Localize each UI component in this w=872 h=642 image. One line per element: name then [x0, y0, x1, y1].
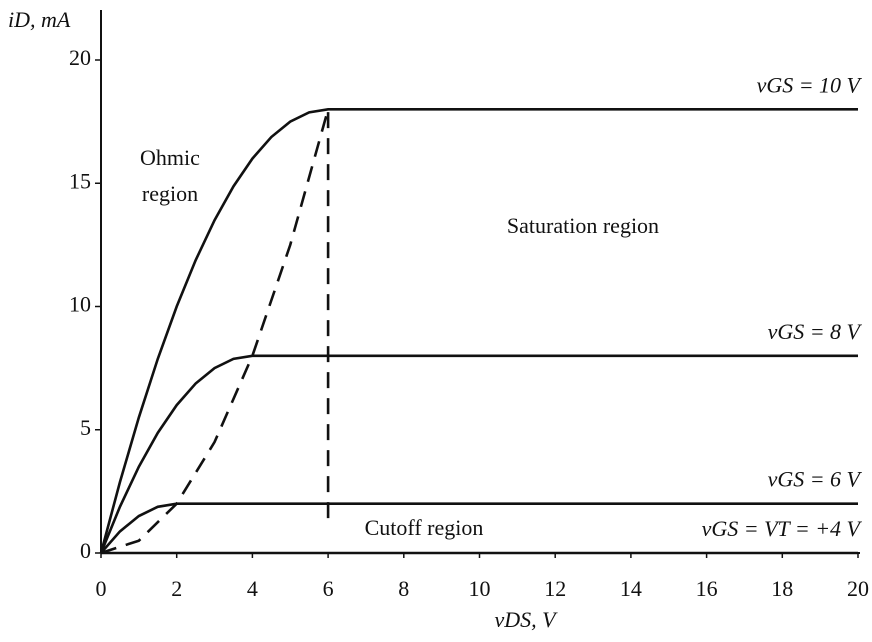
curve-label: vGS = VT = +4 V — [702, 516, 863, 541]
y-tick-label: 5 — [80, 415, 91, 440]
annotation: Cutoff region — [365, 515, 484, 540]
annotation: Ohmic — [140, 145, 200, 170]
y-tick-label: 10 — [69, 292, 91, 317]
annotation: Saturation region — [507, 213, 659, 238]
x-tick-label: 6 — [323, 576, 334, 601]
x-tick-label: 12 — [544, 576, 566, 601]
y-axis-title: iD, mA — [8, 7, 71, 32]
y-tick-label: 20 — [69, 45, 91, 70]
x-tick-label: 14 — [620, 576, 642, 601]
curve — [100, 502, 858, 554]
boundary-line — [100, 108, 330, 555]
x-tick-label: 10 — [469, 576, 491, 601]
x-tick-label: 0 — [96, 576, 107, 601]
annotation: region — [142, 181, 198, 206]
curve-label: vGS = 6 V — [768, 467, 863, 492]
x-axis-title: vDS, V — [494, 607, 558, 632]
y-tick-label: 0 — [80, 538, 91, 563]
x-tick-label: 16 — [696, 576, 718, 601]
curve-label: vGS = 8 V — [768, 319, 863, 344]
x-tick-label: 8 — [398, 576, 409, 601]
x-tick-label: 2 — [171, 576, 182, 601]
x-tick-label: 20 — [847, 576, 869, 601]
x-tick-label: 4 — [247, 576, 258, 601]
x-tick-label: 18 — [771, 576, 793, 601]
curve — [99, 354, 858, 554]
y-tick-label: 15 — [69, 168, 91, 193]
curve-label: vGS = 10 V — [757, 72, 863, 97]
curve — [99, 108, 858, 554]
